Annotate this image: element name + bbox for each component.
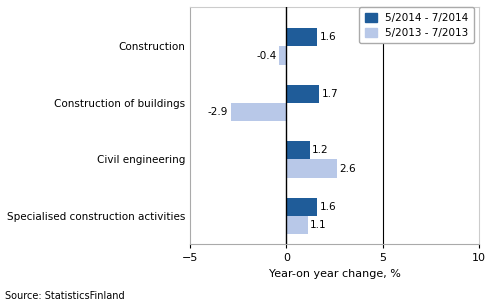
- Bar: [286, 160, 337, 178]
- Text: 1.7: 1.7: [321, 89, 338, 99]
- Bar: [286, 85, 319, 103]
- Text: 1.6: 1.6: [319, 33, 336, 43]
- Text: Source: StatisticsFinland: Source: StatisticsFinland: [5, 291, 125, 301]
- Bar: [286, 216, 308, 234]
- Bar: [286, 28, 317, 47]
- Bar: [279, 47, 286, 64]
- Text: 2.6: 2.6: [339, 164, 355, 174]
- X-axis label: Year-on year change, %: Year-on year change, %: [269, 269, 400, 279]
- Text: -0.4: -0.4: [256, 50, 277, 60]
- Bar: [286, 198, 317, 216]
- Text: -2.9: -2.9: [208, 107, 228, 117]
- Text: 1.2: 1.2: [312, 145, 328, 155]
- Text: 1.1: 1.1: [310, 220, 326, 230]
- Bar: [231, 103, 286, 121]
- Legend: 5/2014 - 7/2014, 5/2013 - 7/2013: 5/2014 - 7/2014, 5/2013 - 7/2013: [359, 7, 474, 43]
- Bar: [286, 141, 310, 160]
- Text: 1.6: 1.6: [319, 202, 336, 212]
